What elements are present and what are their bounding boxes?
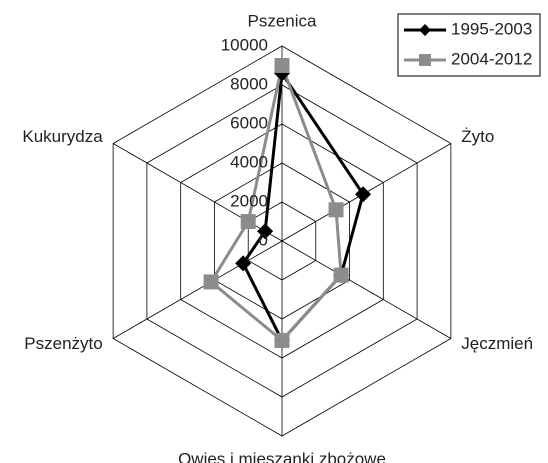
marker — [235, 255, 252, 272]
category-label: Kukurydza — [22, 127, 103, 146]
r-tick-label: 2000 — [230, 191, 268, 210]
r-tick-label: 10000 — [221, 35, 268, 54]
r-tick-label: 4000 — [230, 152, 268, 171]
r-tick-label: 6000 — [230, 113, 268, 132]
marker — [328, 202, 344, 218]
category-label: Żyto — [461, 127, 494, 146]
legend-marker — [419, 54, 431, 66]
marker — [333, 267, 349, 283]
r-tick-label: 8000 — [230, 74, 268, 93]
category-label: Jęczmień — [461, 334, 533, 353]
category-label: Pszenica — [248, 11, 318, 30]
marker — [203, 274, 219, 290]
marker — [274, 58, 290, 73]
category-label: Pszenżyto — [24, 334, 102, 353]
category-label: Owies i mieszanki zbożowe — [178, 449, 386, 463]
legend-label: 1995-2003 — [451, 19, 532, 38]
legend-label: 2004-2012 — [451, 49, 532, 68]
legend-marker — [419, 24, 431, 36]
spoke — [281, 240, 452, 339]
r-tick-label: 0 — [259, 230, 268, 249]
marker — [257, 223, 274, 240]
marker — [274, 332, 290, 348]
spoke — [112, 240, 283, 339]
marker — [240, 214, 256, 229]
marker — [355, 186, 372, 203]
